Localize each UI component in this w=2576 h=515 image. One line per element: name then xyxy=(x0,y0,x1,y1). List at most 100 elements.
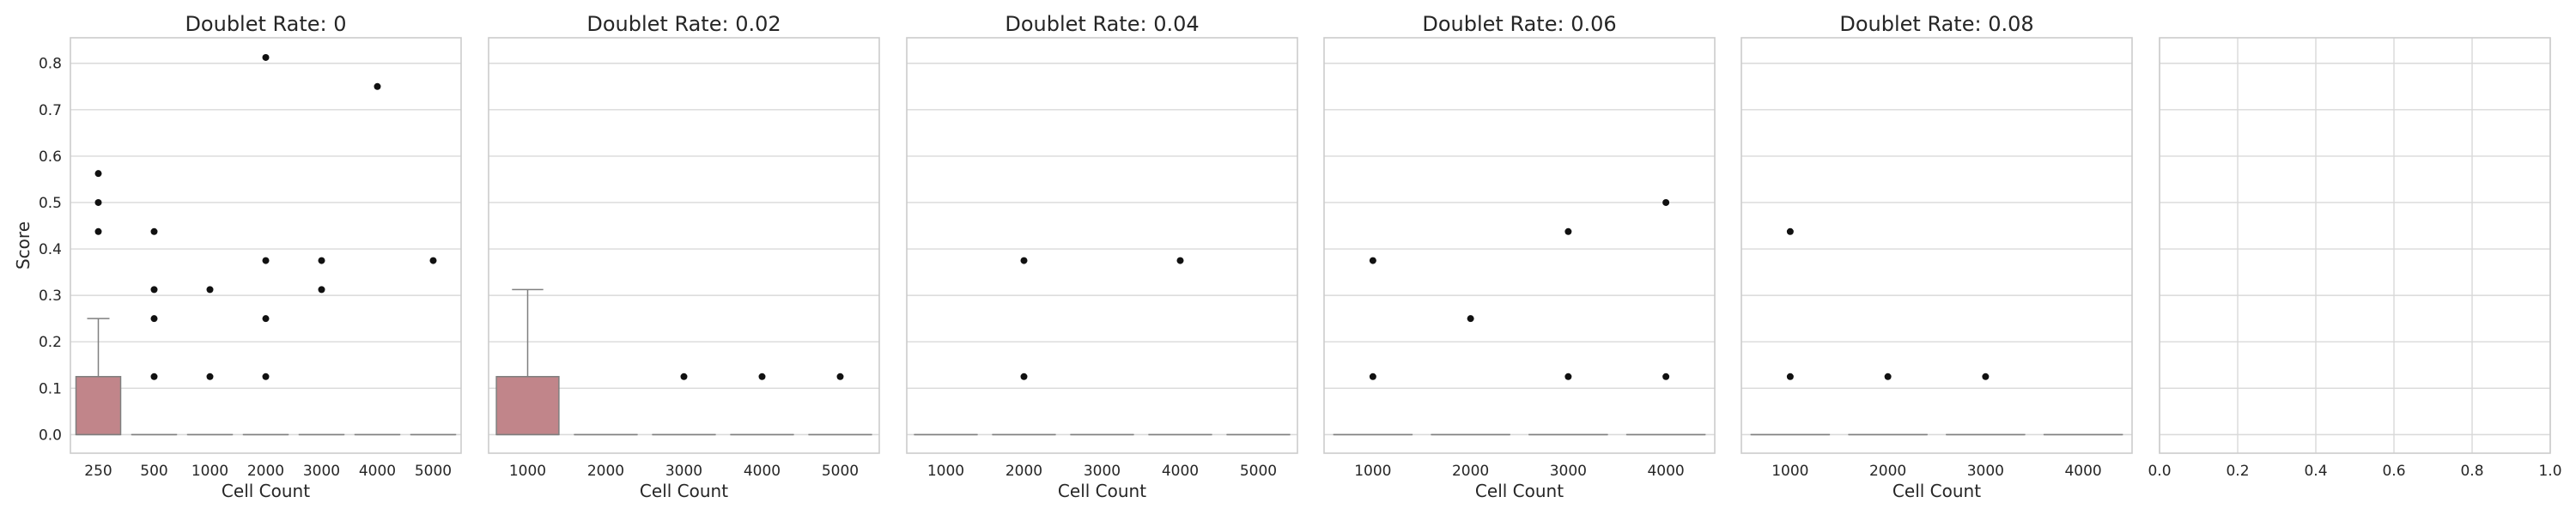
outlier-point xyxy=(318,257,325,264)
box-1000 xyxy=(186,286,234,436)
subplot-title: Doublet Rate: 0.06 xyxy=(1422,12,1616,36)
x-tick-label: 0.8 xyxy=(2460,463,2483,480)
outlier-point xyxy=(680,373,688,380)
x-tick-label: 1.0 xyxy=(2538,463,2561,480)
box-5000 xyxy=(808,373,872,436)
outlier-point xyxy=(94,170,102,178)
x-tick-label: 5000 xyxy=(822,463,859,480)
box-4000 xyxy=(354,82,401,436)
outlier-point xyxy=(206,373,214,380)
y-tick-label: 0.5 xyxy=(39,195,62,212)
outlier-point xyxy=(1982,373,1990,380)
box-1000 xyxy=(1750,227,1831,436)
outlier-point xyxy=(374,82,381,90)
x-tick-label: 0.4 xyxy=(2304,463,2327,480)
box-250 xyxy=(75,170,122,436)
box-1000 xyxy=(495,288,560,436)
x-tick-label: 1000 xyxy=(191,463,228,480)
outlier-point xyxy=(150,373,158,380)
x-tick-label: 250 xyxy=(84,463,112,480)
y-tick-label: 0.0 xyxy=(39,427,62,444)
outlier-point xyxy=(262,53,270,61)
y-tick-label: 0.3 xyxy=(39,288,62,305)
axes-frame xyxy=(70,37,462,454)
x-tick-label: 3000 xyxy=(1550,463,1587,480)
y-tick-label: 0.8 xyxy=(39,56,62,73)
axes-frame xyxy=(1323,37,1716,454)
y-tick-label: 0.4 xyxy=(39,241,62,258)
box-2000 xyxy=(1431,315,1510,436)
x-tick-label: 5000 xyxy=(415,463,452,480)
box-2000 xyxy=(242,53,289,436)
axes-frame xyxy=(2159,37,2551,454)
x-tick-label: 1000 xyxy=(1771,463,1808,480)
box-body xyxy=(495,376,560,436)
x-tick-label: 3000 xyxy=(1084,463,1121,480)
outlier-point xyxy=(318,286,325,294)
box-4000 xyxy=(1148,257,1212,436)
subplot-0: 0.0 0.1 0.2 0.3 0.4 0.5 0.6 0.7 0.8 250 500 1000 200… xyxy=(39,12,462,501)
box-2000 xyxy=(1848,373,1928,436)
outlier-point xyxy=(1662,198,1670,206)
subplot-3: 1000 2000 3000 4000 Doublet Rate: 0.06 Cell C… xyxy=(1323,12,1716,501)
x-tick-label: 4000 xyxy=(744,463,781,480)
outlier-point xyxy=(94,198,102,206)
outlier-point xyxy=(1564,373,1572,380)
x-axis-label: Cell Count xyxy=(1058,481,1146,501)
outlier-point xyxy=(94,227,102,235)
x-tick-label: 3000 xyxy=(665,463,702,480)
x-axis-label: Cell Count xyxy=(1893,481,1981,501)
subplot-title: Doublet Rate: 0.02 xyxy=(586,12,781,36)
outlier-point xyxy=(150,286,158,294)
y-tick-label: 0.6 xyxy=(39,148,62,166)
outlier-point xyxy=(836,373,844,380)
axes-frame xyxy=(488,37,880,454)
outlier-point xyxy=(1369,373,1376,380)
outlier-point xyxy=(206,286,214,294)
x-tick-label: 4000 xyxy=(1162,463,1199,480)
outlier-point xyxy=(758,373,766,380)
x-tick-label: 1000 xyxy=(509,463,546,480)
box-body xyxy=(75,376,122,436)
axes-frame xyxy=(1741,37,2133,454)
x-tick-label: 1000 xyxy=(1354,463,1391,480)
x-tick-label: 3000 xyxy=(303,463,340,480)
box-4000 xyxy=(730,373,794,436)
x-tick-label: 5000 xyxy=(1240,463,1277,480)
y-tick-label: 0.1 xyxy=(39,380,62,397)
subplot-title: Doublet Rate: 0.08 xyxy=(1839,12,2033,36)
subplot-title: Doublet Rate: 0.04 xyxy=(1005,12,1199,36)
outlier-point xyxy=(1020,373,1028,380)
x-tick-label: 2000 xyxy=(247,463,284,480)
outlier-point xyxy=(262,257,270,264)
outlier-point xyxy=(1467,315,1474,323)
x-tick-label: 500 xyxy=(140,463,167,480)
outlier-point xyxy=(150,315,158,323)
outlier-point xyxy=(1369,257,1376,264)
outlier-point xyxy=(150,227,158,235)
outlier-point xyxy=(1884,373,1892,380)
box-1000 xyxy=(1333,257,1413,436)
x-tick-label: 2000 xyxy=(1869,463,1906,480)
subplot-4: 1000 2000 3000 4000 Doublet Rate: 0.08 Cell C… xyxy=(1741,12,2133,501)
axes-frame xyxy=(906,37,1298,454)
outlier-point xyxy=(1020,257,1028,264)
subplot-title: Doublet Rate: 0 xyxy=(185,12,346,36)
x-tick-label: 1000 xyxy=(927,463,964,480)
x-tick-label: 0.6 xyxy=(2382,463,2405,480)
box-3000 xyxy=(652,373,716,436)
y-tick-label: 0.7 xyxy=(39,102,62,119)
x-axis-label: Cell Count xyxy=(222,481,310,501)
outlier-point xyxy=(262,315,270,323)
outlier-point xyxy=(1662,373,1670,380)
x-tick-label: 3000 xyxy=(1967,463,2004,480)
x-tick-label: 4000 xyxy=(2064,463,2101,480)
outlier-point xyxy=(1564,227,1572,235)
x-tick-label: 2000 xyxy=(1005,463,1042,480)
outlier-point xyxy=(1786,227,1794,235)
x-axis-label: Cell Count xyxy=(1475,481,1564,501)
y-tick-label: 0.2 xyxy=(39,334,62,351)
outlier-point xyxy=(1176,257,1184,264)
outlier-point xyxy=(262,373,270,380)
